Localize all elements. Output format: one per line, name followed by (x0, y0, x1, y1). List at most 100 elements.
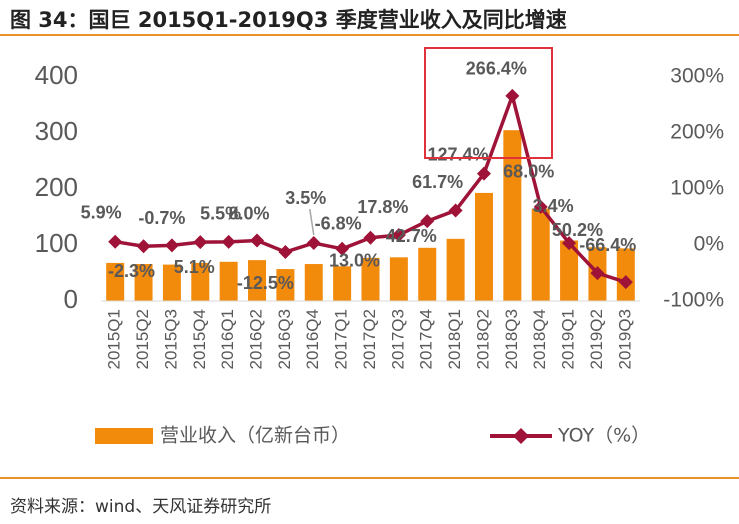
yoy-marker-2018Q3 (505, 88, 520, 103)
x-tick-2015Q4: 2015Q4 (190, 309, 209, 370)
x-tick-2018Q4: 2018Q4 (530, 309, 549, 370)
data-label-2018Q3: 266.4% (466, 59, 527, 79)
leader-line-2016Q4 (309, 208, 315, 236)
revenue-bar-2019Q3 (616, 248, 635, 301)
yoy-marker-2017Q3 (391, 228, 406, 243)
yoy-marker-2017Q2 (363, 230, 378, 245)
legend-line-label: YOY（%） (557, 425, 650, 447)
yoy-marker-2016Q3 (278, 245, 293, 259)
revenue-bar-2017Q1 (333, 266, 352, 301)
data-label-2018Q2: 127.4% (427, 144, 488, 164)
yoy-marker-2018Q4 (533, 199, 548, 214)
revenue-bar-2018Q2 (474, 192, 493, 301)
data-label-2015Q2: -2.3% (108, 261, 155, 281)
y-left-tick: 400 (35, 60, 78, 90)
x-tick-2019Q2: 2019Q2 (587, 309, 606, 370)
y-left-tick: 100 (35, 228, 78, 258)
y-right-tick: 0% (694, 233, 724, 256)
data-label-2016Q2: 8.0% (229, 203, 270, 223)
x-tick-2018Q1: 2018Q1 (445, 309, 464, 370)
yoy-marker-2019Q3 (618, 275, 633, 290)
yoy-marker-2016Q2 (250, 233, 265, 248)
data-label-2019Q1: 3.4% (533, 196, 574, 216)
yoy-marker-2017Q4 (420, 214, 435, 229)
title-divider (0, 34, 739, 36)
y-right-tick: -100% (663, 289, 724, 312)
revenue-bar-2017Q2 (361, 257, 380, 301)
x-tick-2017Q1: 2017Q1 (332, 309, 351, 370)
highlight-box (424, 47, 553, 159)
x-tick-2015Q1: 2015Q1 (105, 309, 124, 370)
source-note: 资料来源：wind、天风证券研究所 (10, 497, 272, 517)
data-label-2016Q1: 5.5% (200, 204, 241, 224)
revenue-bar-2015Q4 (191, 262, 210, 301)
y-left-tick: 200 (35, 172, 78, 202)
yoy-marker-2017Q1 (335, 241, 350, 256)
yoy-marker-2019Q1 (562, 236, 577, 251)
legend-bar-label: 营业收入（亿新台币） (160, 425, 350, 447)
revenue-bar-2018Q3 (503, 130, 522, 301)
x-tick-2016Q3: 2016Q3 (275, 309, 294, 370)
data-label-2019Q3: -66.4% (579, 235, 636, 255)
legend: 营业收入（亿新台币） YOY（%） (95, 425, 650, 447)
yoy-marker-2015Q3 (164, 238, 179, 253)
x-tick-2016Q2: 2016Q2 (247, 309, 266, 370)
x-tick-2017Q2: 2017Q2 (360, 309, 379, 370)
x-tick-2016Q4: 2016Q4 (303, 309, 322, 370)
yoy-marker-2015Q4 (193, 235, 208, 250)
revenue-bar-2016Q2 (248, 260, 267, 301)
revenue-bar-2016Q1 (219, 261, 238, 301)
data-label-2018Q1: 61.7% (412, 172, 463, 192)
data-labels: 5.9% -2.3% -0.7% 5.1% 5.5%8.0% -12.5% 3.5% -6.8… (81, 59, 637, 293)
data-label-2019Q2: 50.2% (552, 220, 603, 240)
yoy-marker-2018Q2 (476, 166, 491, 181)
legend-line-marker (513, 428, 529, 444)
yoy-marker-2015Q2 (136, 239, 151, 254)
revenue-bar-2018Q4 (531, 208, 550, 301)
revenue-bar-2019Q1 (560, 240, 579, 301)
data-label-2017Q3: 17.8% (357, 197, 408, 217)
data-label-2017Q1: -6.8% (315, 214, 362, 234)
x-tick-2018Q3: 2018Q3 (502, 309, 521, 370)
data-label-2018Q4: 68.0% (503, 162, 554, 182)
data-label-2016Q3: -12.5% (237, 273, 294, 293)
axes: 0 100 200 300 400 -100% 0% 100% 200% 300% 2015Q1 20… (35, 60, 724, 370)
revenue-bar-2017Q3 (389, 257, 408, 301)
y-right-tick: 200% (670, 121, 724, 144)
revenue-bar-2015Q1 (106, 262, 125, 301)
x-tick-2017Q3: 2017Q3 (388, 309, 407, 370)
data-label-2017Q2: 13.0% (329, 250, 380, 270)
revenue-bar-2016Q3 (276, 269, 295, 301)
yoy-marker-2016Q4 (306, 236, 321, 251)
yoy-marker-2016Q1 (221, 234, 236, 249)
data-label-2015Q4: 5.1% (174, 257, 215, 277)
yoy-marker-2015Q1 (108, 234, 123, 249)
x-tick-2019Q3: 2019Q3 (615, 309, 634, 370)
combo-chart: 5.9% -2.3% -0.7% 5.1% 5.5%8.0% -12.5% 3.5% -6.8… (35, 47, 724, 447)
revenue-bar-2017Q4 (418, 247, 437, 301)
y-left-tick: 0 (64, 284, 78, 314)
x-tick-2015Q3: 2015Q3 (161, 309, 180, 370)
source-divider (0, 477, 739, 479)
data-label-2016Q4: 3.5% (285, 188, 326, 208)
x-tick-2016Q1: 2016Q1 (218, 309, 237, 370)
chart-title: 图 34：国巨 2015Q1-2019Q3 季度营业收入及同比增速 (10, 8, 567, 32)
data-label-2017Q4: 42.7% (386, 226, 437, 246)
revenue-bar-2018Q1 (446, 238, 465, 301)
y-right-tick: 300% (670, 65, 724, 88)
y-left-tick: 300 (35, 116, 78, 146)
revenue-bar-2015Q3 (162, 264, 181, 301)
y-right-tick: 100% (670, 177, 724, 200)
yoy-marker-2019Q2 (590, 266, 605, 281)
revenue-bar-2015Q2 (134, 264, 153, 301)
x-tick-2018Q2: 2018Q2 (473, 309, 492, 370)
yoy-line-series (108, 88, 633, 290)
data-label-2015Q3: -0.7% (138, 208, 185, 228)
x-tick-2015Q2: 2015Q2 (133, 309, 152, 370)
data-label-2015Q1: 5.9% (81, 202, 122, 222)
x-tick-2019Q1: 2019Q1 (559, 309, 578, 370)
yoy-marker-2018Q1 (448, 203, 463, 218)
legend-bar-swatch (95, 428, 153, 444)
x-tick-2017Q4: 2017Q4 (417, 309, 436, 370)
revenue-bar-2016Q4 (304, 264, 323, 301)
